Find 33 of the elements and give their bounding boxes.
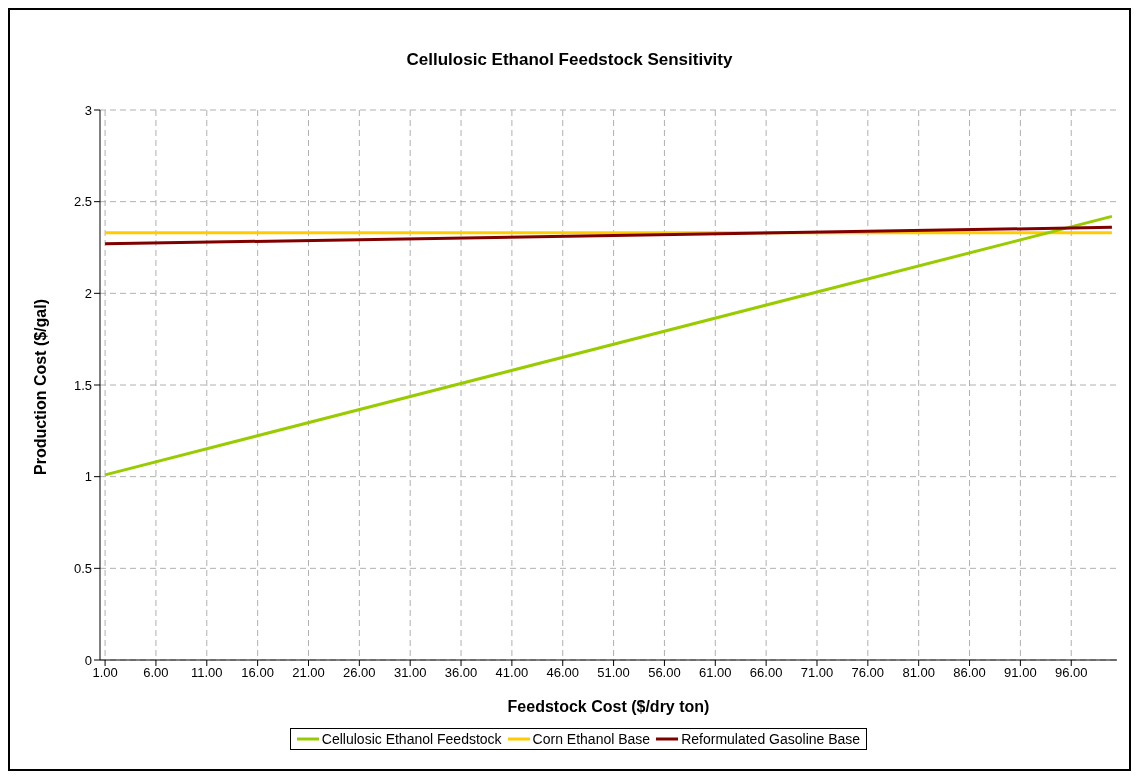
chart-title: Cellulosic Ethanol Feedstock Sensitivity: [405, 50, 734, 70]
x-tick-label: 1.00: [92, 665, 118, 681]
x-tick-label: 21.00: [292, 665, 325, 681]
y-tick-label: 2.5: [73, 194, 92, 210]
x-tick-label: 41.00: [495, 665, 529, 681]
x-tick-label: 6.00: [143, 665, 169, 681]
legend-label: Cellulosic Ethanol Feedstock: [320, 731, 502, 747]
x-tick-label: 16.00: [241, 665, 274, 681]
x-axis-title: Feedstock Cost ($/dry ton): [507, 698, 710, 715]
x-tick-label: 11.00: [191, 665, 223, 681]
x-tick-label: 51.00: [597, 665, 630, 681]
legend-label: Reformulated Gasoline Base: [680, 731, 861, 747]
x-tick-label: 66.00: [749, 665, 783, 681]
x-tick-label: 81.00: [902, 665, 935, 681]
y-tick-label: 0.5: [73, 560, 92, 576]
y-tick-label: 1.5: [73, 377, 92, 393]
y-tick-label: 0: [84, 652, 92, 668]
y-tick-label: 3: [84, 102, 92, 118]
y-tick-label: 1: [84, 469, 92, 485]
x-tick-label: 96.00: [1054, 665, 1088, 681]
x-tick-label: 26.00: [343, 665, 376, 681]
y-axis-title: Production Cost ($/gal): [31, 299, 49, 475]
x-tick-label: 31.00: [393, 665, 427, 681]
x-tick-label: 56.00: [648, 665, 681, 681]
legend-label: Corn Ethanol Base: [531, 731, 651, 747]
y-tick-label: 2: [84, 285, 92, 301]
x-tick-label: 36.00: [444, 665, 478, 681]
x-tick-label: 91.00: [1004, 665, 1037, 681]
x-tick-label: 76.00: [851, 665, 885, 681]
x-tick-label: 71.00: [800, 665, 834, 681]
x-tick-label: 61.00: [699, 665, 732, 681]
x-tick-label: 46.00: [546, 665, 580, 681]
x-tick-label: 86.00: [953, 665, 986, 681]
